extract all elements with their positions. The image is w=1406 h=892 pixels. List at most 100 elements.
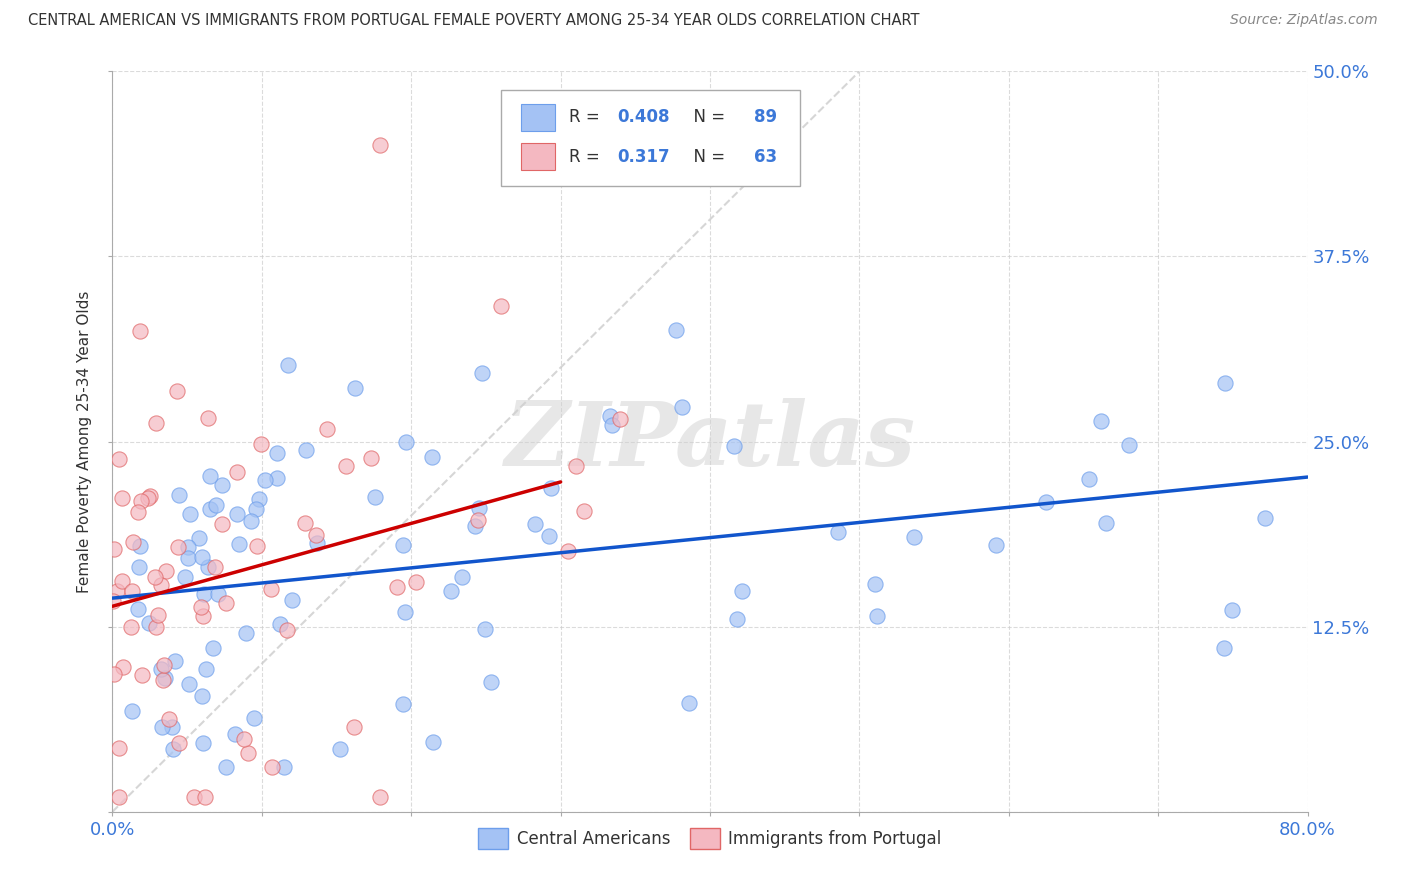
Point (294, 516, 316, 531)
Text: R =: R = (569, 108, 605, 127)
Text: 0.408: 0.408 (617, 108, 669, 127)
Point (190, 549, 212, 564)
Point (163, 655, 186, 669)
Point (152, 658, 174, 673)
Point (540, 482, 562, 496)
Point (155, 564, 177, 578)
Point (467, 513, 489, 527)
Point (266, 471, 288, 485)
Point (395, 435, 418, 450)
Point (198, 469, 221, 483)
Point (295, 442, 318, 457)
Text: 63: 63 (754, 147, 778, 166)
Point (249, 437, 271, 451)
Point (1035, 495, 1057, 509)
Point (273, 760, 295, 774)
Point (1095, 516, 1118, 530)
Point (198, 502, 221, 516)
Point (277, 359, 299, 373)
Point (167, 736, 190, 750)
Point (537, 528, 560, 542)
Point (238, 746, 260, 760)
Y-axis label: Female Poverty Among 25-34 Year Olds: Female Poverty Among 25-34 Year Olds (77, 291, 93, 592)
Point (343, 720, 366, 734)
Point (103, 594, 125, 608)
Point (489, 299, 512, 313)
Point (228, 537, 250, 551)
Point (394, 605, 416, 619)
Point (440, 583, 463, 598)
Point (474, 622, 496, 636)
Point (276, 624, 298, 638)
Point (572, 504, 595, 518)
Point (111, 574, 134, 588)
Point (112, 660, 135, 674)
Point (197, 411, 219, 425)
FancyBboxPatch shape (501, 90, 800, 186)
Point (157, 712, 180, 726)
Point (152, 673, 174, 688)
Point (471, 366, 494, 380)
Point (1254, 510, 1277, 524)
Point (127, 505, 149, 519)
Point (120, 620, 142, 634)
Point (391, 538, 413, 552)
Point (191, 735, 214, 749)
Point (368, 138, 391, 153)
Point (136, 491, 159, 506)
Point (177, 677, 200, 691)
Point (665, 323, 688, 337)
Point (190, 600, 212, 615)
Point (368, 789, 391, 804)
Point (1212, 641, 1234, 656)
Point (179, 508, 201, 522)
Point (177, 551, 200, 566)
Point (194, 662, 217, 676)
Point (194, 789, 217, 804)
Point (211, 477, 233, 491)
Point (129, 539, 152, 553)
Point (127, 602, 149, 616)
Point (152, 720, 174, 734)
Point (464, 519, 486, 533)
Legend: Central Americans, Immigrants from Portugal: Central Americans, Immigrants from Portu… (471, 822, 949, 855)
Point (1090, 414, 1112, 428)
Point (305, 528, 328, 542)
Point (145, 620, 167, 634)
Point (723, 439, 745, 453)
Point (202, 640, 225, 655)
Point (166, 384, 188, 398)
Point (128, 560, 150, 574)
Point (131, 668, 153, 682)
Point (262, 760, 284, 774)
Point (984, 538, 1007, 552)
Point (235, 626, 257, 640)
Point (565, 458, 588, 473)
Point (205, 498, 228, 512)
Point (103, 667, 125, 681)
Point (557, 543, 579, 558)
Text: CENTRAL AMERICAN VS IMMIGRANTS FROM PORTUGAL FEMALE POVERTY AMONG 25-34 YEAR OLD: CENTRAL AMERICAN VS IMMIGRANTS FROM PORT… (28, 13, 920, 29)
Point (316, 422, 339, 436)
Point (422, 735, 444, 749)
Text: N =: N = (682, 147, 730, 166)
Point (242, 711, 264, 725)
Point (150, 662, 173, 676)
Text: 0.317: 0.317 (617, 147, 669, 166)
Point (863, 577, 886, 591)
Text: Source: ZipAtlas.com: Source: ZipAtlas.com (1230, 13, 1378, 28)
Text: ZIPatlas: ZIPatlas (505, 399, 915, 484)
Point (167, 488, 190, 502)
Point (260, 582, 283, 597)
Point (405, 574, 427, 589)
Point (188, 531, 211, 545)
Point (903, 530, 925, 544)
Point (1213, 376, 1236, 391)
Point (269, 617, 291, 632)
Point (226, 508, 249, 522)
Point (249, 492, 271, 507)
Point (600, 418, 623, 433)
Point (143, 570, 166, 584)
Point (129, 324, 152, 338)
Text: 89: 89 (754, 108, 778, 127)
